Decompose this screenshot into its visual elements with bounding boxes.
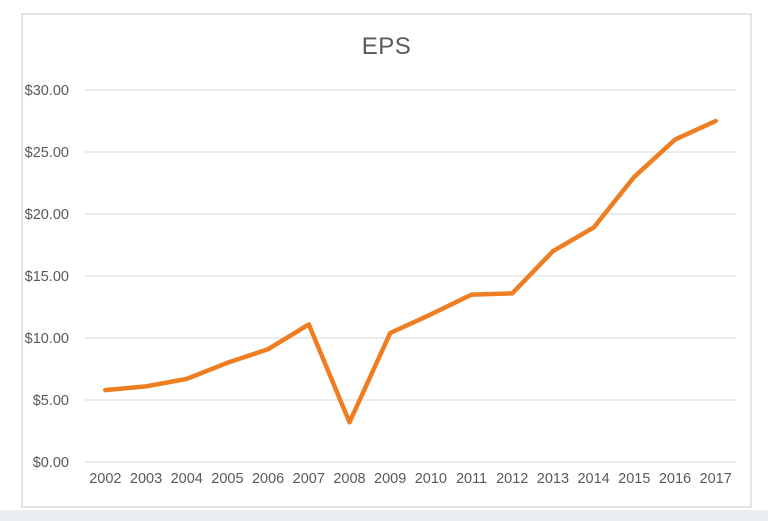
x-axis-label: 2013 [537,471,569,487]
y-axis-label: $0.00 [33,455,69,471]
x-axis-label: 2016 [659,471,691,487]
x-axis-label: 2005 [211,471,243,487]
y-axis-label: $5.00 [33,393,69,409]
x-axis-label: 2015 [618,471,650,487]
x-axis-label: 2011 [456,471,487,487]
plot-area: $0.00 $5.00 $10.00 $15.00 $20.00 $25.00 $30.00… [25,83,736,487]
x-axis-label: 2010 [415,471,447,487]
x-axis-label: 2004 [171,471,203,487]
page-bottom-strip [0,510,768,521]
y-axis-label: $15.00 [25,269,69,285]
eps-line-chart: EPS $0.00 $5.00 $10.00 $15.00 $20.00 $25.00 $3… [21,13,752,508]
chart-title: EPS [361,33,412,60]
x-axis-label: 2008 [333,471,365,487]
y-axis-label: $25.00 [25,145,69,161]
x-axis-label: 2017 [700,471,732,487]
x-axis-label: 2012 [496,471,528,487]
x-axis-label: 2007 [293,471,325,487]
x-axis-label: 2003 [130,471,162,487]
x-axis-label: 2009 [374,471,406,487]
x-axis-label: 2002 [89,471,121,487]
x-axis-label: 2006 [252,471,284,487]
y-axis-label: $20.00 [25,207,69,223]
y-axis-label: $30.00 [25,83,69,99]
eps-series-line [103,118,718,425]
x-axis-label: 2014 [577,471,609,487]
y-axis-label: $10.00 [25,331,69,347]
